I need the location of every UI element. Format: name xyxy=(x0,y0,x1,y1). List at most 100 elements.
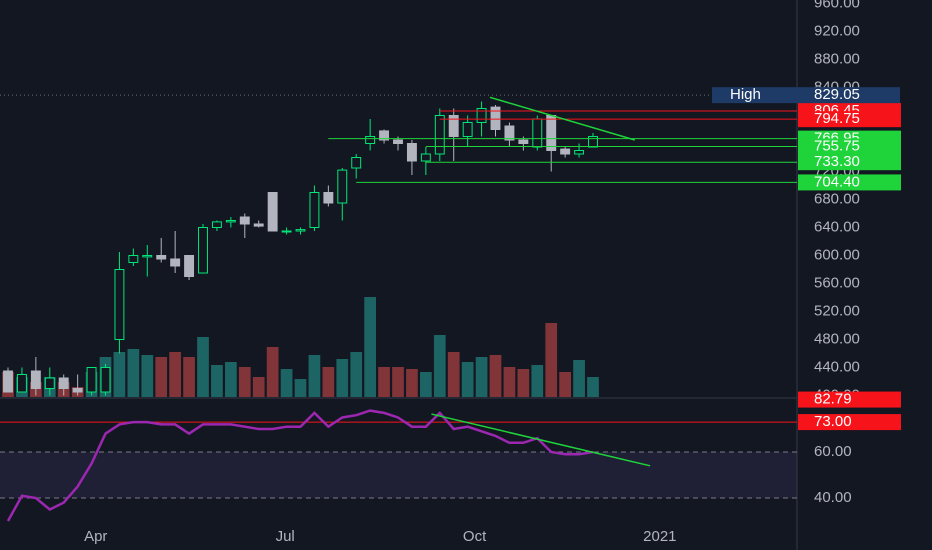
volume-bar xyxy=(447,352,460,397)
volume-bar xyxy=(322,367,335,397)
volume-bar xyxy=(211,365,223,397)
x-tick-label: 2021 xyxy=(643,528,676,545)
rsi-band xyxy=(0,452,797,499)
candle-body xyxy=(72,388,83,393)
candle-body xyxy=(156,255,167,260)
candle-body xyxy=(100,367,111,393)
level-label: 794.75 xyxy=(814,110,860,127)
level-label-box xyxy=(798,391,901,408)
volume-bar xyxy=(336,359,349,397)
candle-body xyxy=(267,192,278,232)
candle-body xyxy=(420,153,431,162)
y-tick-label: 440.00 xyxy=(814,358,860,375)
candle-body xyxy=(142,255,153,258)
volume-bar xyxy=(364,297,376,397)
high-label-box xyxy=(712,87,900,104)
candle-body xyxy=(546,115,557,151)
y-tick-label: 600.00 xyxy=(814,246,860,263)
candle-body xyxy=(393,139,403,144)
candle-body xyxy=(198,227,208,274)
volume-bar xyxy=(141,355,154,397)
volume-bar xyxy=(475,357,488,397)
y-tick-label: 60.00 xyxy=(814,443,852,460)
volume-bar xyxy=(503,367,516,397)
candle-body xyxy=(114,269,125,340)
volume-bar xyxy=(573,360,585,397)
volume-bar xyxy=(545,323,558,397)
high-label: High xyxy=(730,86,761,103)
y-tick-label: 680.00 xyxy=(814,190,860,207)
candle-body xyxy=(211,221,222,228)
candle-body xyxy=(588,136,598,148)
candle-body xyxy=(30,370,41,389)
y-tick-label: 480.00 xyxy=(814,330,860,347)
level-label-box xyxy=(798,154,901,171)
candle-body xyxy=(532,118,543,148)
candle-body xyxy=(406,143,417,162)
candle-body xyxy=(490,106,501,130)
volume-bar xyxy=(531,365,544,397)
volume-bar xyxy=(517,369,530,397)
candle-body xyxy=(476,108,487,123)
volume-bar xyxy=(197,337,209,397)
volume-bar xyxy=(155,357,168,397)
volume-bar xyxy=(433,335,446,397)
candle-body xyxy=(504,125,515,141)
x-tick-label: Oct xyxy=(463,528,487,545)
candle-body xyxy=(58,377,69,389)
candle-body xyxy=(44,377,55,389)
volume-bar xyxy=(350,352,363,397)
high-value: 829.05 xyxy=(814,86,860,103)
volume-bar xyxy=(294,379,307,397)
volume-bar xyxy=(559,372,571,397)
candle-body xyxy=(379,130,390,141)
candle-body xyxy=(16,374,27,393)
level-label: 755.75 xyxy=(814,137,860,154)
y-tick-label: 560.00 xyxy=(814,274,860,291)
candle-body xyxy=(351,157,362,169)
level-label-box xyxy=(798,138,901,155)
candle-body xyxy=(225,220,236,223)
level-label-box xyxy=(798,174,901,191)
y-tick-label: 920.00 xyxy=(814,22,860,39)
candle-body xyxy=(309,192,320,228)
candle-body xyxy=(253,223,264,227)
candle-body xyxy=(128,255,139,263)
volume-bar xyxy=(113,352,126,397)
candle-body xyxy=(560,148,571,155)
candle-body xyxy=(448,115,459,137)
volume-bar xyxy=(587,377,599,397)
candle-body xyxy=(574,150,585,155)
volume-bar xyxy=(169,352,181,397)
volume-bar xyxy=(266,347,279,397)
trendline xyxy=(489,96,635,141)
candle-body xyxy=(281,230,292,233)
candle-body xyxy=(518,139,529,144)
volume-bar xyxy=(420,372,432,397)
candle-body xyxy=(170,258,181,267)
volume-bar xyxy=(461,362,474,397)
trendline xyxy=(431,413,651,467)
level-label-box xyxy=(798,414,901,431)
candle-body xyxy=(434,115,445,155)
candle-body xyxy=(295,229,306,232)
candle-body xyxy=(184,255,195,277)
candle-body xyxy=(323,192,334,204)
volume-bar xyxy=(406,369,418,397)
level-label-box xyxy=(798,111,901,128)
x-tick-label: Apr xyxy=(84,528,107,545)
candle-body xyxy=(239,216,250,225)
x-tick-label: Jul xyxy=(276,528,295,545)
volume-bar xyxy=(225,362,237,397)
candle-body xyxy=(365,136,376,144)
candle-body xyxy=(337,169,348,204)
y-tick-label: 960.00 xyxy=(814,0,860,11)
y-tick-label: 40.00 xyxy=(814,489,852,506)
candle-body xyxy=(462,122,473,137)
y-tick-label: 880.00 xyxy=(814,50,860,67)
y-tick-label: 520.00 xyxy=(814,302,860,319)
level-label: 82.79 xyxy=(814,391,852,408)
volume-bar xyxy=(392,367,404,397)
volume-bar xyxy=(280,369,293,397)
